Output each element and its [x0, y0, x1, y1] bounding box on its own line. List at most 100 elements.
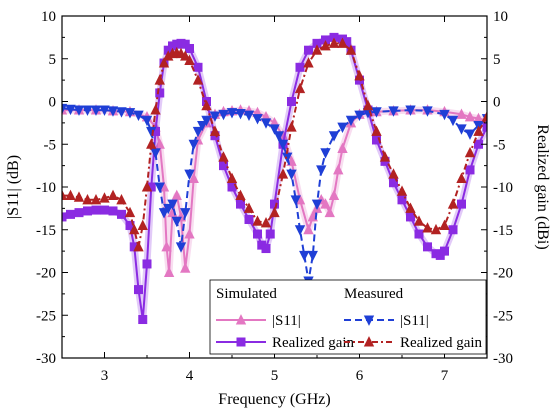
y-left-tick-label: -10 — [36, 180, 56, 196]
y-left-tick-label: 5 — [49, 52, 57, 68]
data-point — [328, 189, 340, 201]
data-point — [294, 225, 306, 236]
data-point — [201, 115, 212, 127]
data-point — [422, 106, 433, 117]
data-point — [107, 106, 119, 117]
data-point — [422, 222, 433, 233]
data-point — [320, 148, 331, 159]
data-point — [65, 104, 76, 116]
data-point — [184, 228, 195, 239]
data-point — [277, 168, 289, 179]
data-point — [316, 165, 327, 176]
data-point — [184, 169, 195, 181]
data-point — [201, 99, 212, 111]
data-point — [243, 202, 255, 213]
data-point — [180, 208, 191, 219]
y-right-tick-label: 0 — [493, 95, 501, 111]
data-point — [320, 40, 331, 51]
data-point — [290, 195, 301, 206]
data-point — [379, 151, 391, 162]
data-point — [303, 57, 314, 68]
data-point — [154, 74, 165, 85]
x-tick-label: 4 — [186, 368, 194, 384]
data-point — [154, 182, 165, 193]
data-point — [192, 126, 204, 138]
legend-label: |S11| — [272, 313, 301, 329]
data-point — [107, 189, 119, 201]
data-point — [464, 111, 476, 122]
x-tick-label: 6 — [356, 368, 364, 384]
data-point — [354, 69, 365, 81]
data-point — [405, 202, 416, 213]
data-point — [456, 172, 467, 183]
data-point — [286, 169, 297, 181]
data-point — [396, 185, 408, 196]
data-point — [100, 205, 110, 215]
data-point — [324, 206, 335, 218]
legend-swatch-marker — [363, 336, 375, 347]
data-point — [261, 244, 271, 254]
data-point — [481, 111, 487, 122]
data-point — [188, 139, 199, 151]
data-point — [73, 191, 85, 202]
legend-swatch-marker — [236, 337, 246, 347]
data-point — [209, 125, 221, 136]
data-point — [311, 44, 323, 55]
data-point — [108, 206, 118, 216]
data-point — [65, 189, 76, 201]
data-point — [388, 106, 399, 117]
data-point — [265, 229, 275, 239]
data-point — [311, 199, 323, 210]
y-right-tick-label: -10 — [493, 180, 513, 196]
data-point — [90, 193, 102, 205]
legend-label: Realized gain — [272, 335, 355, 351]
data-point — [116, 107, 127, 118]
y-axis-right-title: Realized gain (dBi) — [534, 124, 550, 249]
data-point — [133, 110, 144, 122]
legend-group-title: Simulated — [216, 286, 277, 302]
data-point — [303, 45, 313, 55]
legend-label: |S11| — [400, 313, 429, 329]
data-point — [235, 189, 246, 201]
series-1 — [62, 32, 487, 325]
x-tick-label: 7 — [441, 368, 449, 384]
data-point — [180, 262, 191, 273]
data-point — [345, 44, 357, 55]
legend-label: Realized gain — [400, 335, 483, 351]
data-point — [299, 250, 310, 262]
data-point — [243, 110, 255, 122]
data-point — [146, 138, 157, 149]
x-axis-title: Frequency (GHz) — [218, 391, 330, 408]
y-left-tick-label: -25 — [36, 308, 56, 324]
data-point — [328, 37, 340, 48]
data-point — [197, 120, 208, 132]
data-point — [73, 105, 85, 116]
y-right-tick-label: 10 — [493, 9, 508, 25]
data-point — [320, 198, 331, 209]
data-point — [337, 122, 348, 134]
data-point — [158, 57, 170, 68]
data-point — [414, 229, 424, 239]
data-point — [252, 114, 263, 125]
y-axis-left-title: |S11| (dB) — [5, 155, 22, 219]
series-line — [62, 42, 487, 248]
data-point — [439, 246, 449, 256]
data-point — [286, 121, 297, 132]
data-point — [307, 250, 318, 262]
legend-swatch-marker — [363, 315, 375, 326]
data-point — [333, 164, 344, 175]
data-point — [124, 206, 136, 218]
legend: Simulated Measured |S11| Realized gain |S11|… — [209, 279, 487, 355]
data-point — [188, 172, 199, 183]
data-point — [456, 108, 467, 119]
y-left-tick-label: 10 — [41, 9, 56, 25]
data-point — [209, 111, 221, 122]
data-point — [90, 105, 102, 116]
data-point — [464, 146, 476, 158]
data-point — [138, 315, 148, 325]
data-point — [141, 181, 153, 192]
y-right-tick-label: -20 — [493, 266, 513, 282]
data-point — [218, 109, 229, 121]
data-point — [328, 131, 340, 142]
